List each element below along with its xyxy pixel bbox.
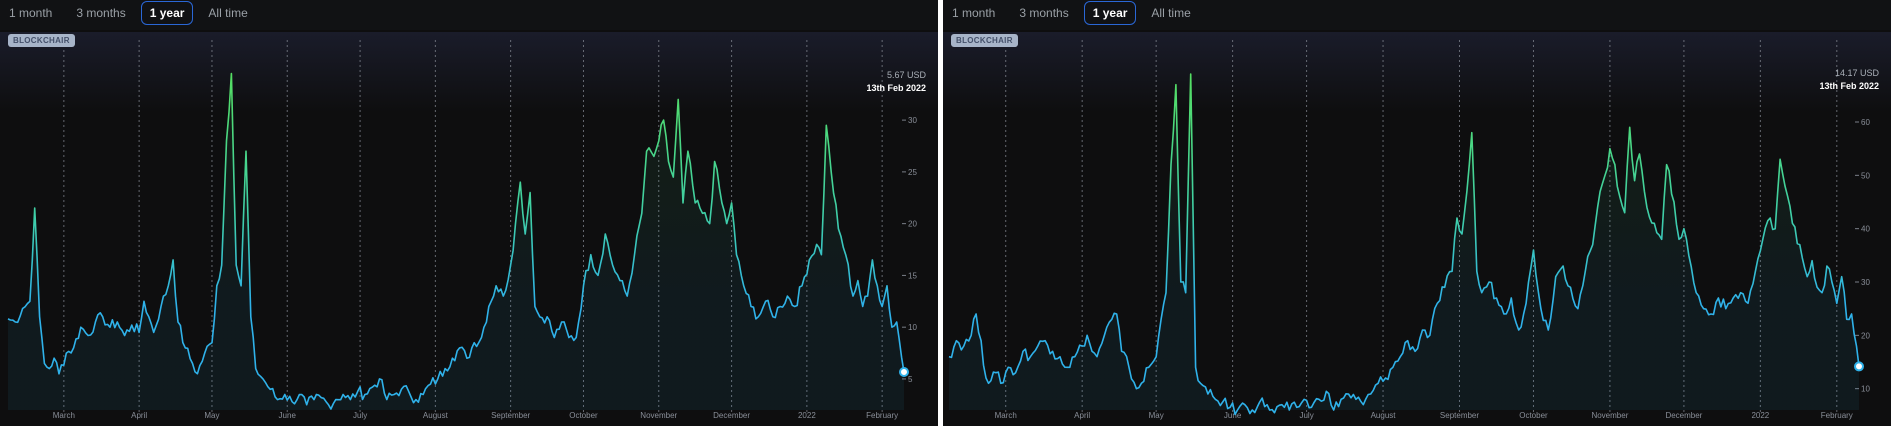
series-area xyxy=(949,74,1859,415)
x-tick-label: August xyxy=(423,411,449,420)
x-tick-label: August xyxy=(1371,411,1397,420)
x-tick-label: September xyxy=(491,411,530,420)
series-line xyxy=(948,73,1860,416)
readout-value: 14.17 USD xyxy=(1834,68,1879,78)
tab-1-year[interactable]: 1 year xyxy=(1083,1,1137,25)
x-tick-label: April xyxy=(131,411,147,420)
plot-background xyxy=(0,32,938,112)
y-tick-label: 30 xyxy=(1861,278,1870,287)
x-tick-label: March xyxy=(53,411,75,420)
last-value-marker[interactable] xyxy=(1854,361,1864,372)
x-tick-label: October xyxy=(569,411,598,420)
y-tick-label: 10 xyxy=(1861,385,1870,394)
x-tick-label: 2022 xyxy=(798,411,816,420)
y-tick-label: 10 xyxy=(908,323,917,332)
tab-1-year[interactable]: 1 year xyxy=(140,1,194,25)
value-readout: 5.67 USD 13th Feb 2022 xyxy=(866,69,926,95)
y-tick-label: 30 xyxy=(908,116,917,125)
x-tick-label: October xyxy=(1519,411,1548,420)
x-tick-label: May xyxy=(1149,411,1164,420)
tab-3-months[interactable]: 3 months xyxy=(1019,6,1069,20)
value-readout: 14.17 USD 13th Feb 2022 xyxy=(1819,67,1879,93)
x-tick-label: 2022 xyxy=(1751,411,1769,420)
x-tick-label: July xyxy=(353,411,367,420)
x-tick-label: June xyxy=(1224,411,1242,420)
x-tick-label: June xyxy=(279,411,297,420)
y-tick-label: 60 xyxy=(1861,118,1870,127)
y-tick-label: 25 xyxy=(908,168,917,177)
y-tick-label: 40 xyxy=(1861,225,1870,234)
fee-chart-right: March April May June July August September Octo… xyxy=(943,32,1891,420)
y-tick-label: 5 xyxy=(908,375,913,384)
readout-date: 13th Feb 2022 xyxy=(866,83,926,93)
y-tick-label: 50 xyxy=(1861,171,1870,180)
tab-all-time[interactable]: All time xyxy=(1151,6,1191,20)
x-tick-label: March xyxy=(995,411,1017,420)
x-tick-label: December xyxy=(713,411,750,420)
tab-all-time[interactable]: All time xyxy=(208,6,248,20)
y-tick-label: 20 xyxy=(908,220,917,229)
x-tick-label: December xyxy=(1665,411,1702,420)
y-tick-label: 20 xyxy=(1861,331,1870,340)
fee-chart-left: March April May June July August September Octo… xyxy=(0,32,938,420)
y-tick-label: 15 xyxy=(908,271,917,280)
brand-badge: BLOCKCHAIR xyxy=(8,34,75,47)
toolbar xyxy=(0,0,938,30)
plot-background xyxy=(943,32,1891,112)
x-tick-label: May xyxy=(204,411,219,420)
x-tick-label: April xyxy=(1074,411,1090,420)
x-tick-label: July xyxy=(1299,411,1313,420)
toolbar xyxy=(943,0,1891,30)
x-tick-label: November xyxy=(1591,411,1628,420)
series-area xyxy=(8,73,904,410)
range-tabs: 1 month 3 months 1 year All time xyxy=(943,0,1200,26)
readout-value: 5.67 USD xyxy=(886,70,926,80)
tab-1-month[interactable]: 1 month xyxy=(9,6,53,20)
range-tabs: 1 month 3 months 1 year All time xyxy=(0,0,257,26)
tab-1-month[interactable]: 1 month xyxy=(952,6,996,20)
x-tick-label: February xyxy=(866,411,898,420)
readout-date: 13th Feb 2022 xyxy=(1819,81,1879,91)
chart-panel-left: 1 month 3 months 1 year All time March Ap… xyxy=(0,0,938,426)
last-value-marker[interactable] xyxy=(899,367,909,378)
x-tick-label: February xyxy=(1821,411,1853,420)
chart-panel-right: 1 month 3 months 1 year All time March Ap… xyxy=(943,0,1891,426)
x-tick-label: September xyxy=(1440,411,1479,420)
series-line xyxy=(7,72,905,410)
tab-3-months[interactable]: 3 months xyxy=(76,6,126,20)
x-tick-label: November xyxy=(640,411,677,420)
brand-badge: BLOCKCHAIR xyxy=(951,34,1018,47)
